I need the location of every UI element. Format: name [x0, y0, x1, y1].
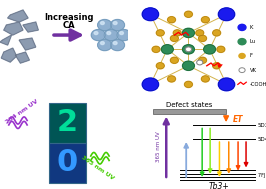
Circle shape	[185, 11, 192, 17]
Text: 365 nm UV: 365 nm UV	[81, 154, 115, 181]
Text: Lu: Lu	[250, 39, 256, 44]
Bar	[49, 103, 86, 143]
Text: 365 nm UV: 365 nm UV	[156, 131, 161, 162]
Bar	[153, 109, 226, 114]
Text: K: K	[250, 25, 253, 30]
Circle shape	[104, 29, 118, 41]
Circle shape	[142, 78, 159, 91]
Circle shape	[98, 40, 112, 51]
Text: 7FJ (J=3-6): 7FJ (J=3-6)	[258, 173, 266, 178]
Circle shape	[217, 46, 225, 52]
Polygon shape	[19, 38, 36, 50]
Circle shape	[101, 42, 104, 45]
Polygon shape	[0, 35, 11, 45]
Circle shape	[168, 17, 176, 23]
Circle shape	[171, 57, 178, 63]
Polygon shape	[8, 10, 28, 22]
Circle shape	[113, 22, 117, 25]
Circle shape	[182, 61, 194, 70]
Circle shape	[110, 40, 124, 51]
Text: Increasing: Increasing	[44, 13, 94, 22]
Text: CA: CA	[63, 21, 75, 30]
Text: F: F	[250, 53, 253, 58]
Polygon shape	[15, 52, 29, 63]
Circle shape	[201, 17, 209, 23]
Circle shape	[182, 45, 194, 54]
Circle shape	[196, 30, 204, 36]
Circle shape	[120, 32, 123, 35]
Circle shape	[98, 19, 112, 31]
Circle shape	[185, 81, 192, 88]
Circle shape	[199, 35, 206, 41]
Circle shape	[239, 53, 245, 58]
Circle shape	[107, 32, 111, 35]
Circle shape	[94, 32, 98, 35]
Circle shape	[197, 60, 203, 65]
Text: -COOH: -COOH	[250, 82, 266, 87]
Circle shape	[156, 63, 164, 69]
Text: 5D4: 5D4	[258, 137, 266, 142]
Text: VK: VK	[250, 68, 257, 73]
Circle shape	[142, 8, 159, 21]
Circle shape	[213, 63, 221, 69]
Circle shape	[171, 35, 178, 41]
Text: Tb3+: Tb3+	[209, 182, 230, 189]
Circle shape	[238, 39, 246, 45]
Circle shape	[218, 8, 235, 21]
Circle shape	[238, 24, 246, 30]
Circle shape	[91, 29, 105, 41]
Circle shape	[199, 57, 206, 63]
Circle shape	[168, 76, 176, 82]
Text: 2: 2	[57, 108, 78, 137]
Text: 5D3: 5D3	[258, 123, 266, 128]
Text: ET: ET	[233, 115, 243, 124]
Text: 254 nm UV: 254 nm UV	[5, 98, 40, 125]
Text: 0: 0	[57, 148, 78, 177]
Polygon shape	[4, 22, 23, 35]
Circle shape	[204, 45, 215, 54]
Polygon shape	[1, 48, 16, 62]
Circle shape	[110, 19, 124, 31]
Circle shape	[185, 47, 192, 52]
Circle shape	[173, 30, 181, 36]
Circle shape	[213, 30, 221, 36]
Polygon shape	[23, 22, 38, 32]
Circle shape	[218, 78, 235, 91]
Circle shape	[152, 46, 160, 52]
Circle shape	[182, 28, 194, 37]
Circle shape	[113, 42, 117, 45]
Circle shape	[117, 29, 131, 41]
Circle shape	[101, 22, 104, 25]
Circle shape	[156, 30, 164, 36]
Circle shape	[201, 76, 209, 82]
Circle shape	[239, 68, 245, 73]
Text: Defect states: Defect states	[166, 102, 213, 108]
Circle shape	[161, 45, 173, 54]
Bar	[49, 143, 86, 183]
